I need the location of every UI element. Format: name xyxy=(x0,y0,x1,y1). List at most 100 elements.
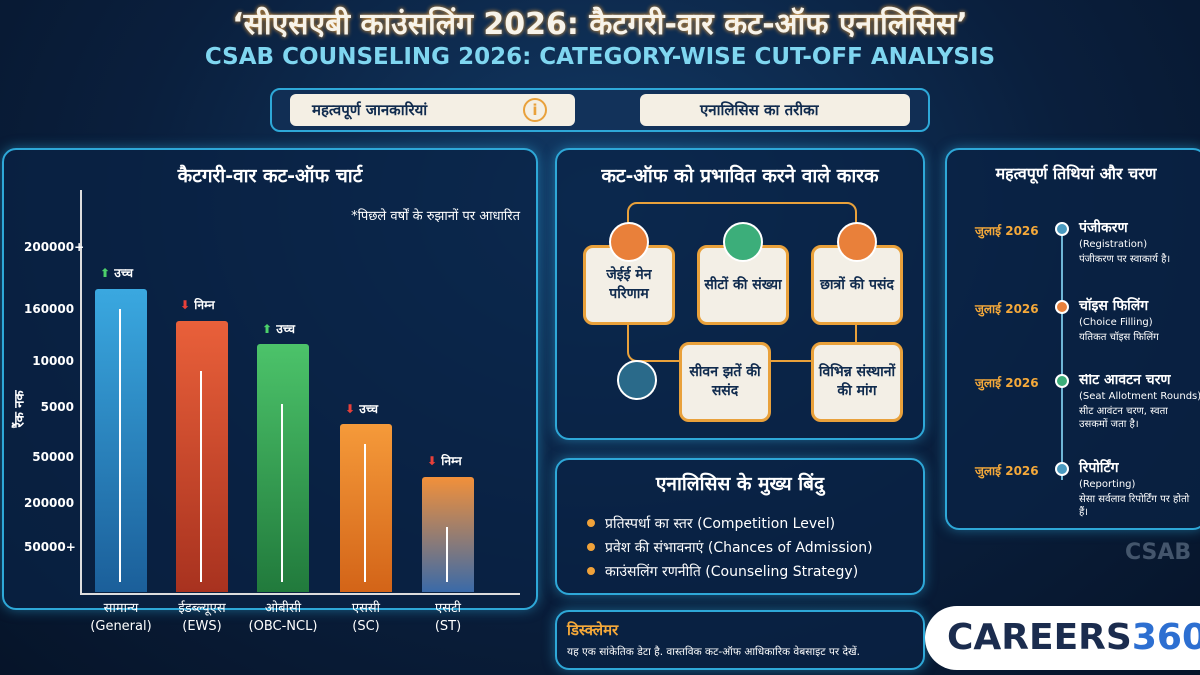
chart-title: कैटगरी-वार कट-ऑफ चार्ट xyxy=(177,165,363,187)
tab-label: महत्वपूर्ण जानकारियां xyxy=(312,101,428,119)
event-english: (Choice Filling) xyxy=(1079,317,1153,328)
trend-label: ⬇ उच्च xyxy=(345,400,378,417)
timeline-title: महत्वपूर्ण तिथियां और चरण xyxy=(995,164,1157,183)
watermark: CSAB xyxy=(1125,540,1192,565)
y-tick-label: 50000 xyxy=(32,450,74,464)
event-english: (Reporting) xyxy=(1079,479,1136,490)
disclaimer-text: यह एक सांकेतिक डेटा है. वास्तविक कट-ऑफ आ… xyxy=(567,646,860,658)
category-label: एसटी (ST) xyxy=(403,600,493,636)
trend-label: ⬆ उच्च xyxy=(100,264,133,281)
analysis-panel: एनालिसिस के मुख्य बिंदु प्रतिस्पर्धा का … xyxy=(555,458,925,595)
label: ईडब्ल्यूएस xyxy=(178,601,226,616)
timeline-line xyxy=(1061,230,1063,480)
event-desc: यतिकत चॉइस फिलिंग xyxy=(1079,332,1159,343)
y-tick-label: 160000 xyxy=(24,302,75,316)
factor-box: छात्रों की पसंद xyxy=(811,245,903,325)
trend-label: ⬇ निम्न xyxy=(427,452,462,469)
y-tick-label: 50000+ xyxy=(24,540,76,554)
date: जुलाई 2026 xyxy=(975,224,1039,238)
decoration: ⬇ xyxy=(345,402,356,416)
factor-box: सीवन झतें की ससंद xyxy=(679,342,771,422)
info-icon: i xyxy=(523,98,547,122)
event-title: चॉइस फिलिंग xyxy=(1079,298,1149,314)
disclaimer-panel: डिस्क्लेमर यह एक सांकेतिक डेटा है. वास्त… xyxy=(555,610,925,670)
sublabel: (OBC-NCL) xyxy=(248,619,318,634)
factors-title: कट-ऑफ को प्रभावित करने वाले कारक xyxy=(601,165,879,187)
trend-label: ⬆ उच्च xyxy=(262,320,295,337)
bar xyxy=(95,289,147,592)
y-axis xyxy=(80,190,82,595)
factor-box: विभिन्न संस्थानों की मांग xyxy=(811,342,903,422)
trend-text: उच्च xyxy=(359,402,378,416)
sublabel: (General) xyxy=(90,619,152,634)
event-desc: सीट आवंटन चरण, स्वता उसकमों जता है। xyxy=(1079,406,1168,430)
analysis-point: प्रतिस्पर्धा का स्तर (Competition Level) xyxy=(586,516,836,532)
decoration: ⬆ xyxy=(262,322,273,336)
chart-note: *पिछले वर्षों के रुझानों पर आधारित xyxy=(351,209,520,224)
tab-label: एनालिसिस का तरीका xyxy=(700,101,819,119)
logo: CAREERS360 xyxy=(925,606,1200,670)
date: जुलाई 2026 xyxy=(975,464,1039,478)
dot xyxy=(1055,374,1069,388)
category-label: एससी (SC) xyxy=(321,600,411,636)
y-tick-label: 10000 xyxy=(32,354,74,368)
sublabel: (SC) xyxy=(352,619,380,634)
category-label: ईडब्ल्यूएस (EWS) xyxy=(157,600,247,636)
icon xyxy=(609,222,649,262)
x-axis xyxy=(80,593,520,595)
trend-text: निम्न xyxy=(194,298,215,312)
event-english: (Registration) xyxy=(1079,239,1148,250)
icon xyxy=(723,222,763,262)
bar xyxy=(422,477,474,592)
event-desc: पंजीकरण पर स्वाकार्य है। xyxy=(1079,254,1171,265)
event-title: रिपोर्टिंग xyxy=(1079,460,1119,476)
title: ‘सीएसएबी काउंसलिंग 2026: कैटगरी-वार कट-ऑ… xyxy=(232,7,968,42)
label: एसटी xyxy=(435,601,461,616)
event-desc: सेसा सर्वलाव रिपोर्टिंग पर होतो हैं। xyxy=(1079,494,1190,518)
decoration: ⬇ xyxy=(427,454,438,468)
y-tick-label: 5000 xyxy=(40,400,74,414)
event-english: (Seat Allotment Rounds) xyxy=(1079,391,1200,402)
tab: एनालिसिस का तरीका xyxy=(640,94,910,126)
analysis-title: एनालिसिस के मुख्य बिंदु xyxy=(655,473,825,495)
bar xyxy=(257,344,309,592)
bar xyxy=(340,424,392,592)
label: ओबीसी xyxy=(264,601,302,616)
decoration xyxy=(446,527,448,582)
label: सामान्य xyxy=(103,601,139,616)
icon xyxy=(617,360,657,400)
timeline-event: जुलाई 2026 सीट आवंटन चरण (Seat Allotment R… xyxy=(947,374,1200,444)
bar xyxy=(176,321,228,592)
trend-text: उच्च xyxy=(114,266,133,280)
brand: CAREERS xyxy=(947,617,1132,658)
decoration: ⬆ xyxy=(100,266,111,280)
date: जुलाई 2026 xyxy=(975,376,1039,390)
event-title: सीट आवंटन चरण xyxy=(1079,374,1171,388)
subtitle: CSAB COUNSELING 2026: CATEGORY-WISE CUT-… xyxy=(204,44,996,70)
sublabel: (ST) xyxy=(434,619,462,634)
dot xyxy=(1055,300,1069,314)
dot xyxy=(1055,462,1069,476)
category-label: सामान्य (General) xyxy=(76,600,166,636)
trend-text: निम्न xyxy=(441,454,462,468)
analysis-point: प्रवेश की संभावनाएं (Chances of Admissio… xyxy=(587,540,873,556)
event-title: पंजीकरण xyxy=(1079,220,1128,236)
tab: महत्वपूर्ण जानकारियां i xyxy=(290,94,575,126)
sublabel: (EWS) xyxy=(182,619,222,634)
y-tick-label: 200000 xyxy=(24,496,75,510)
label: एससी xyxy=(351,601,381,616)
date: जुलाई 2026 xyxy=(975,302,1039,316)
decoration: ⬇ xyxy=(180,298,191,312)
y-tick-label: 200000+ xyxy=(24,240,85,254)
factors-panel: कट-ऑफ को प्रभावित करने वाले कारक जेईई मे… xyxy=(555,148,925,440)
disclaimer-title: डिस्क्लेमर xyxy=(567,621,619,639)
timeline-panel: महत्वपूर्ण तिथियां और चरण जुलाई 2026 पंजी… xyxy=(945,148,1200,530)
trend-label: ⬇ निम्न xyxy=(180,296,215,313)
icon xyxy=(837,222,877,262)
dot xyxy=(1055,222,1069,236)
decoration xyxy=(119,309,121,582)
trend-text: उच्च xyxy=(276,322,295,336)
brand-number: 360 xyxy=(1131,617,1200,658)
decoration xyxy=(364,444,366,582)
